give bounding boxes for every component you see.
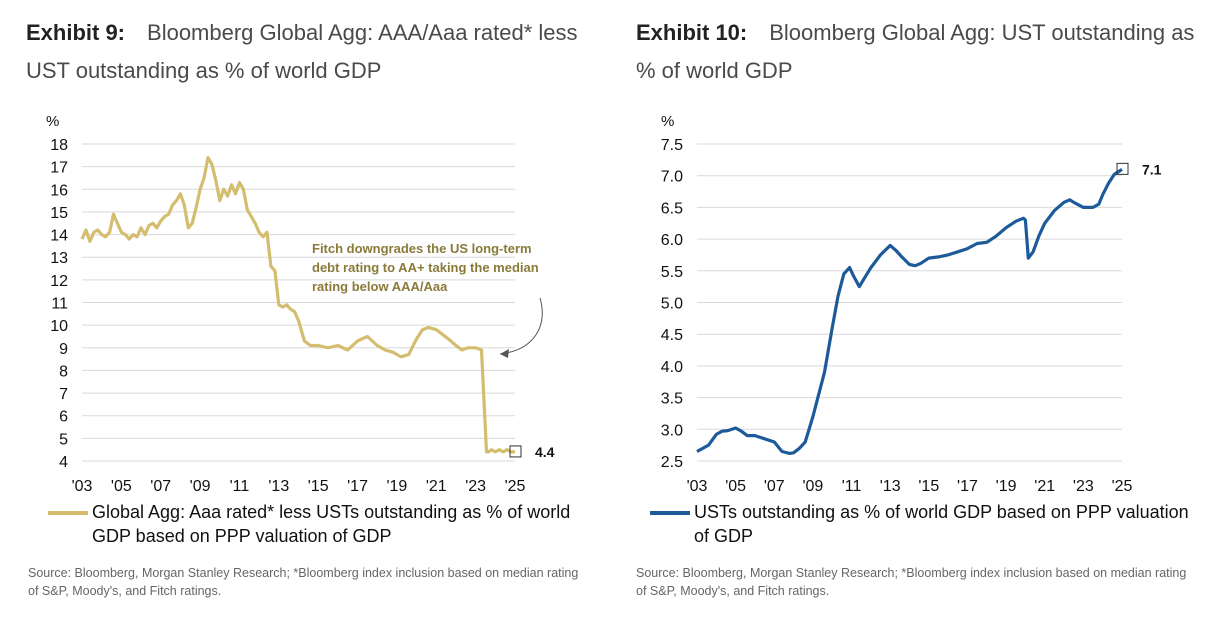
end-value-marker bbox=[1116, 162, 1129, 175]
x-tick-label: '05 bbox=[725, 478, 746, 495]
y-tick-label: 14 bbox=[50, 228, 68, 245]
series-line bbox=[696, 168, 1123, 455]
y-tick-label: 8 bbox=[59, 363, 68, 380]
y-tick-label: 12 bbox=[50, 273, 68, 290]
y-tick-label: 2.5 bbox=[661, 454, 683, 471]
annotation-arrowhead bbox=[500, 349, 509, 358]
x-tick-label: '07 bbox=[150, 478, 171, 495]
y-tick-label: 7.5 bbox=[661, 137, 683, 154]
x-tick-label: '09 bbox=[190, 478, 211, 495]
x-tick-label: '13 bbox=[880, 478, 901, 495]
y-tick-label: 16 bbox=[50, 182, 68, 199]
exhibit-10-chart: 2.5 3.0 3.5 4.0 4.5 5.0 5.5 6.0 6.5 7.0 7.5% '03 '05… bbox=[661, 113, 1162, 495]
y-tick-label: 9 bbox=[59, 341, 68, 358]
x-tick-label: '11 bbox=[230, 478, 250, 495]
annotation-line: debt rating to AA+ taking the median bbox=[312, 260, 539, 275]
exhibit-9-legend: Global Agg: Aaa rated* less USTs outstan… bbox=[48, 500, 578, 548]
y-tick-label: 3.0 bbox=[661, 422, 683, 439]
y-tick-label: 5 bbox=[59, 431, 68, 448]
x-tick-label: '17 bbox=[957, 478, 978, 495]
x-tick-label: '05 bbox=[111, 478, 132, 495]
x-tick-label: '23 bbox=[465, 478, 486, 495]
x-tick-label: '03 bbox=[687, 478, 708, 495]
y-tick-label: 11 bbox=[51, 296, 68, 313]
end-value-label: 4.4 bbox=[535, 444, 555, 460]
x-tick-label: '25 bbox=[505, 478, 526, 495]
y-tick-label: 3.5 bbox=[661, 391, 683, 408]
end-value-marker bbox=[509, 445, 522, 458]
y-tick-label: 7 bbox=[59, 386, 68, 403]
y-tick-label: 4.5 bbox=[661, 327, 683, 344]
annotation-line: rating below AAA/Aaa bbox=[312, 279, 448, 294]
y-tick-label: 15 bbox=[50, 205, 68, 222]
y-tick-label: 5.0 bbox=[661, 296, 683, 313]
y-tick-label: 18 bbox=[50, 137, 68, 154]
exhibit-10-legend: USTs outstanding as % of world GDP based… bbox=[650, 500, 1190, 548]
x-tick-label: '11 bbox=[842, 478, 862, 495]
x-tick-label: '21 bbox=[1034, 478, 1055, 495]
y-tick-label: 5.5 bbox=[661, 264, 683, 281]
exhibit-10-legend-text: USTs outstanding as % of world GDP based… bbox=[694, 502, 1189, 546]
x-tick-label: '13 bbox=[268, 478, 289, 495]
exhibit-9-source: Source: Bloomberg, Morgan Stanley Resear… bbox=[28, 566, 579, 598]
y-tick-label: 17 bbox=[50, 160, 68, 177]
x-tick-label: '25 bbox=[1112, 478, 1133, 495]
exhibit-10-title: Exhibit 10: Bloomberg Global Agg: UST out… bbox=[636, 14, 1196, 90]
y-tick-label: 6 bbox=[59, 409, 68, 426]
annotation-line: Fitch downgrades the US long-term bbox=[312, 241, 532, 256]
y-tick-label: 6.0 bbox=[661, 232, 683, 249]
end-value-label: 7.1 bbox=[1142, 161, 1162, 177]
x-tick-label: '17 bbox=[347, 478, 368, 495]
exhibit-9-label: Exhibit 9: bbox=[26, 20, 126, 45]
exhibit-10-label: Exhibit 10: bbox=[636, 20, 748, 45]
exhibit-9-legend-text: Global Agg: Aaa rated* less USTs outstan… bbox=[92, 502, 571, 546]
exhibit-9-chart: 4 5 6 7 8 9 10 11 12 13 14 15 16 17 18% '03 '05 '07 '09 '11… bbox=[46, 113, 555, 495]
exhibit-9-title: Exhibit 9: Bloomberg Global Agg: AAA/Aaa … bbox=[26, 14, 586, 90]
x-tick-label: '03 bbox=[72, 478, 93, 495]
series-line bbox=[80, 156, 515, 454]
x-tick-label: '15 bbox=[308, 478, 329, 495]
y-tick-label: 6.5 bbox=[661, 200, 683, 217]
x-tick-label: '19 bbox=[386, 478, 407, 495]
exhibit-10-title-text: Bloomberg Global Agg: UST outstanding as… bbox=[636, 20, 1195, 83]
legend-swatch bbox=[650, 511, 690, 515]
x-tick-label: '19 bbox=[996, 478, 1017, 495]
x-tick-label: '07 bbox=[764, 478, 785, 495]
exhibit-9-panel: Exhibit 9: Bloomberg Global Agg: AAA/Aaa … bbox=[0, 0, 600, 629]
x-tick-label: '23 bbox=[1073, 478, 1094, 495]
x-tick-label: '21 bbox=[426, 478, 447, 495]
x-tick-label: '15 bbox=[918, 478, 939, 495]
annotation-arrow bbox=[499, 297, 543, 355]
y-tick-label: 7.0 bbox=[661, 169, 683, 186]
y-axis-unit: % bbox=[661, 113, 674, 130]
y-tick-label: 10 bbox=[50, 318, 68, 335]
y-tick-label: 4.0 bbox=[661, 359, 683, 376]
exhibit-9-title-text: Bloomberg Global Agg: AAA/Aaa rated* les… bbox=[26, 20, 578, 83]
legend-swatch bbox=[48, 511, 88, 515]
exhibit-10-source: Source: Bloomberg, Morgan Stanley Resear… bbox=[636, 566, 1187, 598]
y-axis-unit: % bbox=[46, 113, 59, 130]
x-tick-label: '09 bbox=[802, 478, 823, 495]
y-tick-label: 4 bbox=[59, 454, 68, 471]
y-tick-label: 13 bbox=[50, 250, 68, 267]
exhibit-10-panel: Exhibit 10: Bloomberg Global Agg: UST out… bbox=[610, 0, 1210, 629]
